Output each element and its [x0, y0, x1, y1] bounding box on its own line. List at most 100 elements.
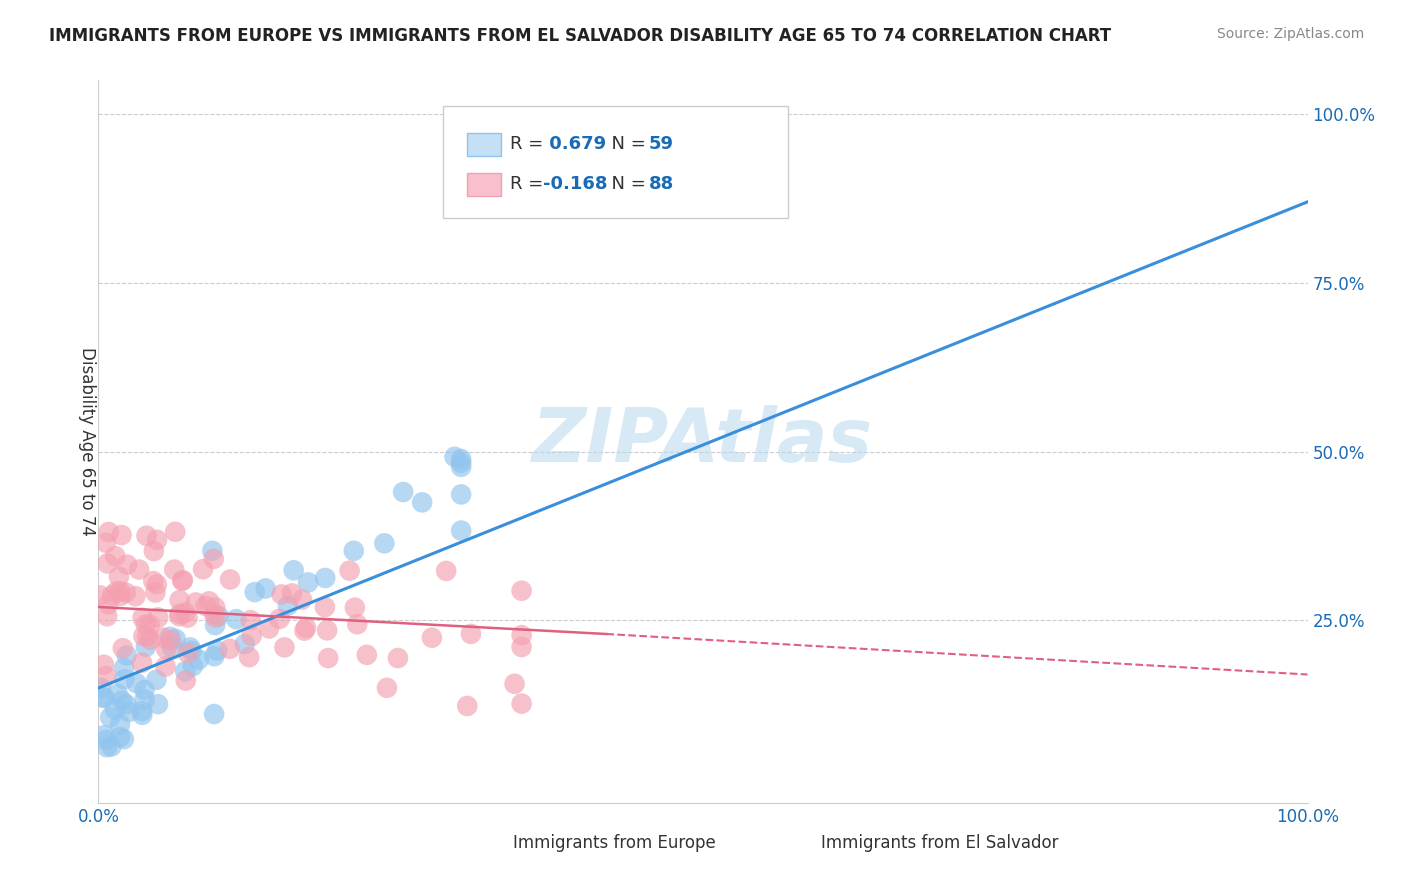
Point	[314, 571, 336, 585]
Point	[146, 610, 169, 624]
Point	[373, 536, 395, 550]
Point	[450, 524, 472, 538]
Point	[160, 640, 183, 655]
Point	[194, 599, 217, 613]
Text: N =: N =	[600, 175, 652, 193]
Point	[136, 629, 159, 643]
Point	[139, 632, 162, 647]
Point	[225, 612, 247, 626]
Point	[450, 452, 472, 467]
Point	[108, 717, 131, 731]
FancyBboxPatch shape	[782, 835, 811, 854]
Point	[184, 595, 207, 609]
Point	[138, 617, 160, 632]
Point	[510, 697, 533, 711]
Point	[201, 543, 224, 558]
Point	[204, 600, 226, 615]
Point	[131, 707, 153, 722]
Point	[93, 690, 115, 705]
Point	[316, 624, 339, 638]
Point	[172, 573, 194, 587]
Point	[204, 611, 226, 625]
Text: 88: 88	[648, 175, 673, 193]
Point	[339, 564, 361, 578]
Point	[93, 657, 115, 672]
Point	[460, 627, 482, 641]
Point	[443, 450, 465, 464]
Point	[411, 495, 433, 509]
Point	[124, 589, 146, 603]
Point	[93, 728, 115, 742]
Point	[434, 564, 457, 578]
Point	[295, 621, 318, 635]
Point	[135, 617, 157, 632]
Point	[94, 669, 117, 683]
Text: Immigrants from El Salvador: Immigrants from El Salvador	[821, 834, 1059, 852]
Point	[243, 585, 266, 599]
Point	[270, 587, 292, 601]
Text: -0.168: -0.168	[543, 175, 607, 193]
Point	[219, 573, 242, 587]
Point	[254, 582, 277, 596]
Point	[96, 557, 118, 571]
Point	[131, 611, 153, 625]
Point	[277, 599, 299, 613]
Point	[291, 592, 314, 607]
Point	[134, 692, 156, 706]
Point	[97, 598, 120, 612]
Text: Source: ZipAtlas.com: Source: ZipAtlas.com	[1216, 27, 1364, 41]
Point	[202, 649, 225, 664]
Point	[172, 574, 194, 588]
Point	[314, 600, 336, 615]
Text: R =: R =	[509, 175, 548, 193]
Point	[180, 644, 202, 658]
Point	[387, 651, 409, 665]
Point	[118, 705, 141, 719]
Point	[97, 524, 120, 539]
Point	[115, 698, 138, 712]
Point	[165, 524, 187, 539]
Point	[510, 583, 533, 598]
FancyBboxPatch shape	[443, 105, 787, 218]
Point	[167, 609, 190, 624]
Point	[108, 730, 131, 744]
Point	[316, 651, 339, 665]
Point	[112, 661, 135, 675]
Point	[98, 710, 121, 724]
Point	[392, 485, 415, 500]
Point	[142, 574, 165, 588]
Point	[283, 563, 305, 577]
Point	[105, 584, 128, 599]
Point	[510, 628, 533, 642]
Point	[169, 607, 191, 621]
Point	[174, 673, 197, 688]
Point	[134, 682, 156, 697]
Point	[177, 646, 200, 660]
Point	[96, 609, 118, 624]
Point	[142, 544, 165, 558]
Point	[101, 589, 124, 603]
Text: 0.679: 0.679	[543, 135, 606, 153]
Point	[169, 593, 191, 607]
Point	[165, 632, 187, 646]
Point	[145, 585, 167, 599]
Point	[179, 640, 201, 655]
Point	[420, 631, 443, 645]
Point	[273, 640, 295, 655]
Point	[219, 641, 242, 656]
Point	[111, 694, 134, 708]
Point	[110, 528, 132, 542]
Point	[94, 535, 117, 549]
FancyBboxPatch shape	[474, 835, 503, 854]
Point	[240, 629, 263, 643]
Point	[145, 673, 167, 687]
FancyBboxPatch shape	[467, 173, 501, 196]
Point	[450, 487, 472, 501]
Point	[159, 633, 181, 648]
Point	[115, 648, 138, 663]
Point	[269, 612, 291, 626]
Point	[132, 629, 155, 643]
Point	[104, 549, 127, 564]
Point	[239, 613, 262, 627]
Point	[155, 642, 177, 657]
